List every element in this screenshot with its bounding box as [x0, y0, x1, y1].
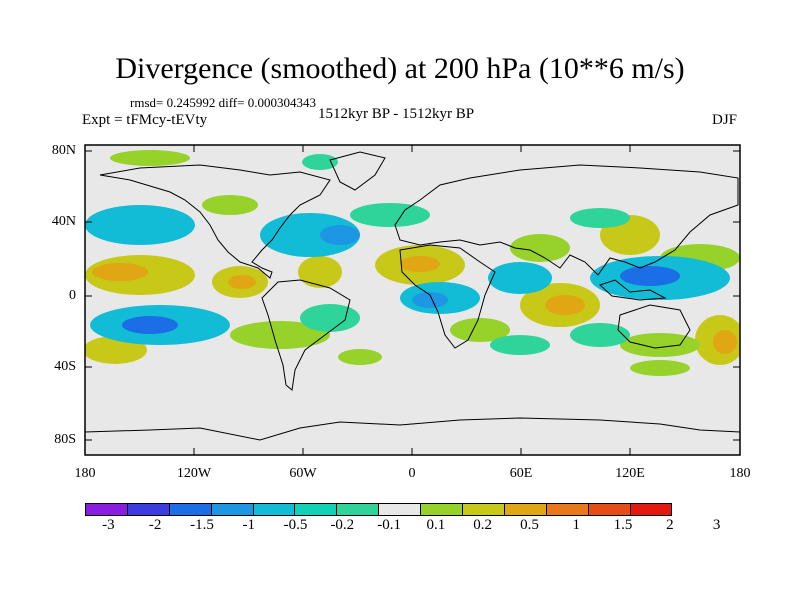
- colorbar-swatch: [629, 503, 673, 516]
- pos-region: [202, 195, 258, 215]
- xtick-label: 60E: [509, 466, 533, 481]
- colorbar: [85, 503, 673, 516]
- neg-region: [302, 154, 338, 170]
- colorbar-tick-label: 1.5: [613, 517, 633, 533]
- pos-region: [620, 333, 700, 357]
- ytick-label: 40N: [51, 214, 76, 229]
- colorbar-tick-label: -1: [242, 517, 256, 533]
- colorbar-swatch: [252, 503, 296, 516]
- colorbar-swatch: [294, 503, 338, 516]
- colorbar-tick-label: -0.1: [377, 517, 401, 533]
- ytick-label: 0: [69, 288, 76, 303]
- season-label: DJF: [712, 112, 738, 128]
- neg-region: [490, 335, 550, 355]
- neg-core: [122, 316, 178, 334]
- pos-region: [510, 234, 570, 262]
- colorbar-swatch: [168, 503, 212, 516]
- maritime-continent-coast: [599, 279, 667, 301]
- colorbar-tick-label: 0.5: [520, 517, 539, 533]
- pos-region: [230, 321, 330, 349]
- neg-core: [320, 225, 360, 245]
- neg-region: [570, 208, 630, 228]
- colorbar-tick-label: -3: [102, 517, 115, 533]
- colorbar-tick-label: 1: [572, 517, 581, 533]
- colorbar-tick-label: -2: [148, 517, 162, 533]
- antarctica-coast: [85, 417, 740, 441]
- australia-coast: [617, 304, 691, 349]
- colorbar-swatch: [503, 503, 547, 516]
- ytick-label: 80N: [51, 143, 76, 158]
- experiment-label: Expt = tFMcy-tEVty: [82, 112, 208, 128]
- pos-core: [713, 330, 737, 354]
- colorbar-swatch: [587, 503, 631, 516]
- colorbar-tick-label: -0.2: [330, 517, 355, 533]
- pos-region: [338, 349, 382, 365]
- period-label: 1512kyr BP - 1512kyr BP: [318, 106, 475, 122]
- neg-region: [488, 262, 552, 294]
- pos-region: [450, 318, 510, 342]
- colorbar-tick-label: 0.2: [473, 517, 493, 533]
- ytick-label: 80S: [54, 432, 76, 447]
- colorbar-tick-label: 2: [666, 517, 674, 533]
- colorbar-swatch: [336, 503, 380, 516]
- colorbar-swatch: [545, 503, 589, 516]
- xtick-label: 180: [729, 466, 751, 481]
- colorbar-tick-label: -0.5: [283, 517, 308, 533]
- neg-region: [260, 213, 360, 257]
- colorbar-swatch: [210, 503, 254, 516]
- colorbar-tick-label: 0.1: [426, 517, 446, 533]
- plot-title: Divergence (smoothed) at 200 hPa (10**6 …: [115, 52, 685, 85]
- colorbar-swatch: [462, 503, 505, 516]
- xtick-label: 0: [408, 466, 416, 481]
- pos-region: [110, 150, 190, 166]
- stats-label: rmsd= 0.245992 diff= 0.000304343: [130, 95, 316, 110]
- neg-region: [300, 304, 360, 332]
- coastlines: [85, 151, 740, 441]
- neg-core: [620, 266, 680, 286]
- colorbar-swatch: [85, 503, 128, 516]
- neg-core: [412, 292, 448, 308]
- xtick-label: 120W: [176, 466, 212, 481]
- pos-core: [92, 263, 148, 281]
- pos-core: [545, 295, 585, 315]
- divergence-field: [85, 150, 740, 376]
- pos-region: [298, 256, 342, 288]
- europe-asia-coast: [394, 164, 739, 276]
- colorbar-swatch: [378, 503, 422, 516]
- pos-region: [630, 360, 690, 376]
- neg-region: [85, 205, 195, 245]
- neg-region: [350, 203, 430, 227]
- xtick-label: 120E: [615, 466, 645, 481]
- pos-core: [228, 275, 256, 289]
- colorbar-tick-label: -1.5: [190, 517, 214, 533]
- south-america-coast: [261, 279, 351, 391]
- xtick-label: 180: [74, 466, 96, 481]
- xtick-label: 60W: [289, 466, 317, 481]
- pos-core: [400, 256, 440, 272]
- greenland-coast: [329, 151, 386, 191]
- colorbar-tick-label: 3: [712, 517, 721, 533]
- ytick-label: 40S: [54, 359, 76, 374]
- colorbar-swatch: [126, 503, 170, 516]
- colorbar-swatch: [420, 503, 464, 516]
- neg-region: [570, 323, 630, 347]
- north-america-coast: [99, 164, 331, 279]
- axis-ticks: [84, 145, 741, 455]
- africa-coast: [399, 244, 496, 349]
